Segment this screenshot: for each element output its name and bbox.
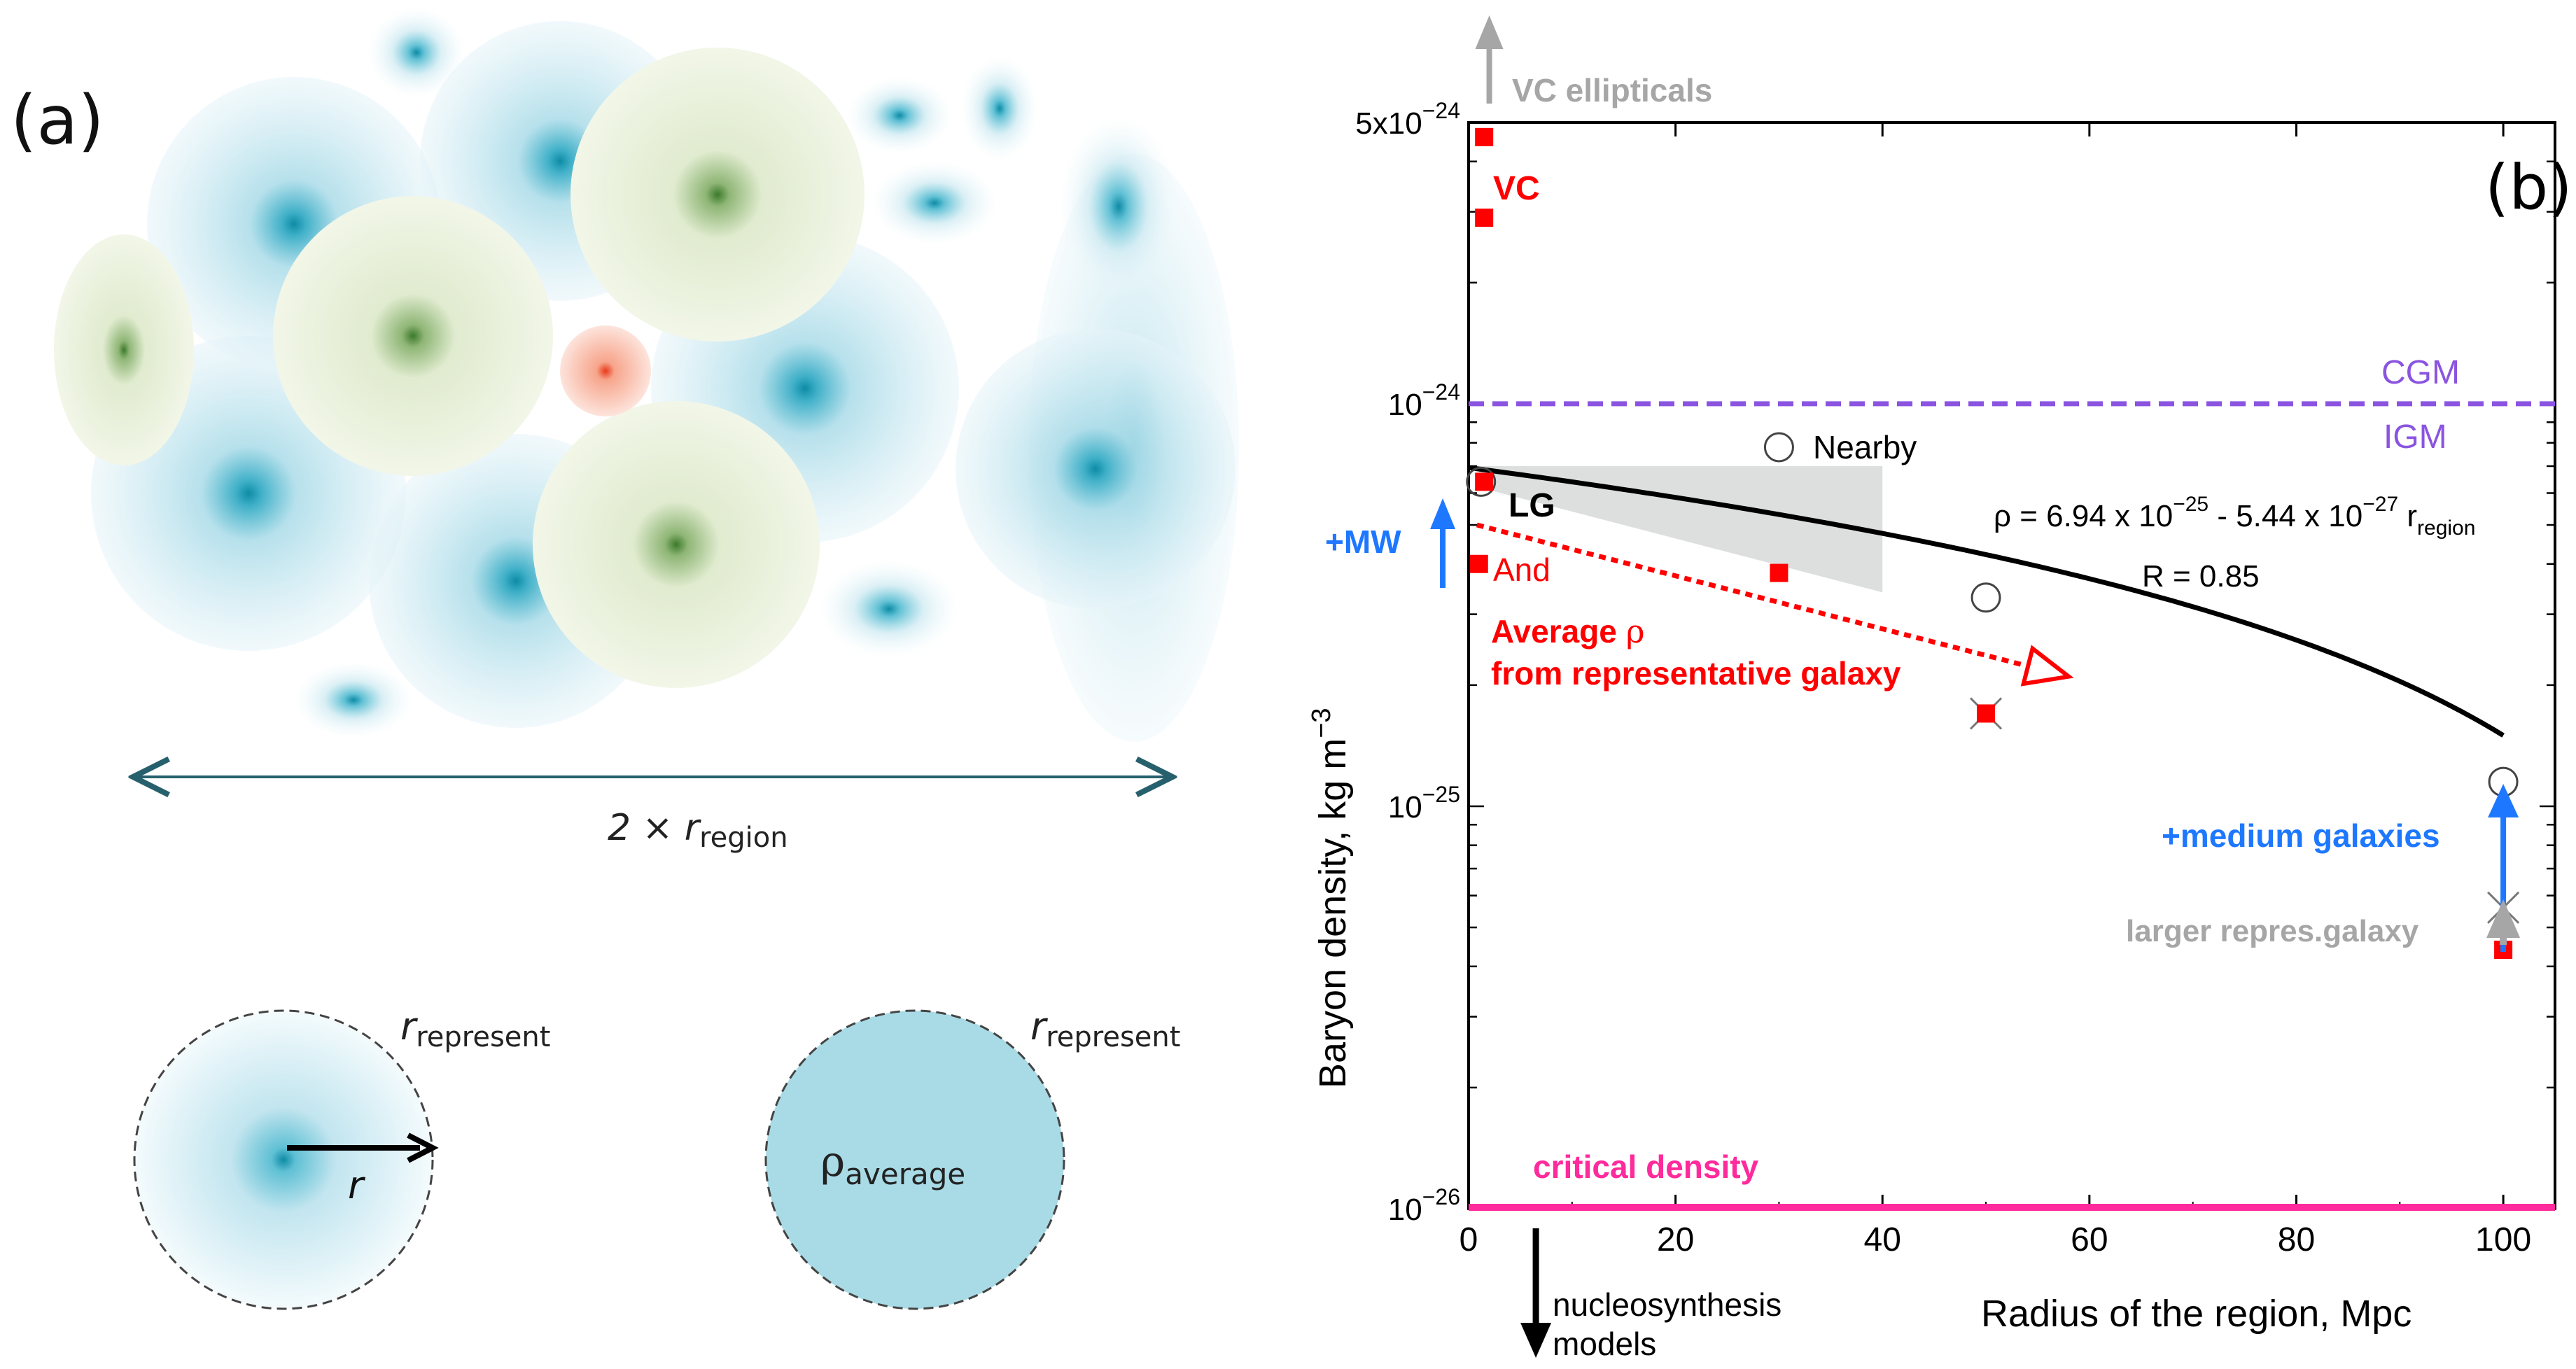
red-square-point <box>1475 127 1494 146</box>
representative-galaxy: r rrepresent <box>133 1004 550 1310</box>
x-tick-label: 60 <box>2071 1221 2108 1258</box>
average-label: ρaverage <box>820 1137 965 1191</box>
open-circle-point <box>1970 582 2001 613</box>
red-square-point <box>1770 563 1788 582</box>
y-tick-label: 5x10−24 <box>1355 98 1460 141</box>
and-label: And <box>1493 552 1550 588</box>
average-sphere: ρaverage rrepresent <box>764 1004 1180 1310</box>
cgm-label: CGM <box>2381 354 2460 391</box>
represent-label-left: rrepresent <box>400 1004 550 1053</box>
mw-arrow-head <box>1430 498 1456 529</box>
y-tick-label: 10−26 <box>1388 1184 1460 1227</box>
green-galaxy <box>54 234 194 465</box>
y-tick-label: 10−24 <box>1388 379 1460 422</box>
panel-b-label: (b) <box>2485 151 2572 223</box>
small-galaxy <box>819 560 959 658</box>
larger-galaxy-arrow-head <box>2486 899 2521 938</box>
represent-label-right: rrepresent <box>1030 1004 1180 1053</box>
reference-lines <box>1469 401 2555 1211</box>
annotation-arrows <box>1430 15 2521 1358</box>
x-tick-label: 40 <box>1864 1221 1901 1258</box>
small-galaxy <box>847 77 952 154</box>
average-rho-label-2: from representative galaxy <box>1491 655 1901 691</box>
fit-equation-label: ρ = 6.94 x 10−25 - 5.44 x 10−27 rregion <box>1994 493 2475 540</box>
small-galaxy <box>294 661 413 738</box>
mw-label: +MW <box>1325 524 1401 560</box>
fit-r-label: R = 0.85 <box>2142 559 2260 594</box>
x-tick-label: 80 <box>2278 1221 2315 1258</box>
red-square-point <box>1977 704 1996 723</box>
average-disk <box>764 1009 1065 1310</box>
small-galaxy <box>1059 115 1178 297</box>
x-axis-label: Radius of the region, Mpc <box>1981 1293 2412 1335</box>
medium-galaxies-label: +medium galaxies <box>2162 817 2440 854</box>
small-galaxy <box>872 161 997 245</box>
nearby-label: Nearby <box>1813 429 1917 465</box>
nucleosynthesis-arrow-head <box>1520 1323 1552 1358</box>
nucleosynthesis-label-2: models <box>1553 1326 1656 1362</box>
x-tick-label: 0 <box>1460 1221 1478 1258</box>
orange-galaxy <box>560 325 651 416</box>
igm-label: IGM <box>2384 419 2447 456</box>
small-galaxy <box>368 7 465 98</box>
average-rho-arrow <box>1476 522 2029 669</box>
green-galaxy <box>273 196 553 476</box>
panel-a: (a) 2 × rregion <box>10 7 1239 1310</box>
red-square-point <box>1469 554 1488 573</box>
open-circle-point <box>1763 432 1794 463</box>
small-galaxy <box>961 56 1038 161</box>
medium-galaxies-arrow-head <box>2488 784 2519 817</box>
average-rho-arrow-head <box>2020 645 2074 687</box>
radius-arrowhead <box>407 1132 439 1163</box>
y-axis-label: Baryon density, kg m−3 <box>1307 708 1354 1088</box>
x-tick-label: 20 <box>1657 1221 1694 1258</box>
region-diameter-label: 2 × rregion <box>608 807 788 854</box>
critical-density-label: critical density <box>1533 1149 1759 1185</box>
panel-b-chart: (b) 0 20 40 60 80 100 5x10−24 10−24 10−25 10−26 VC… <box>1307 15 2572 1362</box>
uncertainty-band <box>1478 466 1883 593</box>
y-tick-label: 10−25 <box>1388 782 1460 824</box>
blue-galaxy <box>955 329 1236 609</box>
vc-label: VC <box>1493 170 1540 207</box>
larger-galaxy-label: larger repres.galaxy <box>2126 914 2419 948</box>
green-galaxy <box>570 48 864 342</box>
red-square-point <box>1475 209 1494 227</box>
fit-group <box>1468 465 2505 738</box>
panel-a-label: (a) <box>10 81 104 160</box>
represent-halo <box>133 1009 434 1310</box>
radius-label: r <box>348 1163 365 1207</box>
green-galaxy <box>533 401 820 688</box>
x-tick-label: 100 <box>2475 1221 2531 1258</box>
average-rho-label: Average ρ <box>1491 612 1645 650</box>
galaxy-field <box>54 7 1239 742</box>
vc-ellipticals-arrow-head <box>1475 15 1504 49</box>
open-circle-point <box>1466 466 1497 497</box>
red-square-point <box>1475 472 1494 491</box>
fit-curve <box>1468 465 2505 738</box>
vc-ellipticals-label: VC ellipticals <box>1512 72 1712 108</box>
annotation-labels: 0 20 40 60 80 100 5x10−24 10−24 10−25 10−26 VC ell… <box>1325 72 2531 1362</box>
uncertainty-band-group <box>1478 466 1883 593</box>
nucleosynthesis-label: nucleosynthesis <box>1553 1286 1782 1323</box>
lg-label: LG <box>1508 487 1555 524</box>
